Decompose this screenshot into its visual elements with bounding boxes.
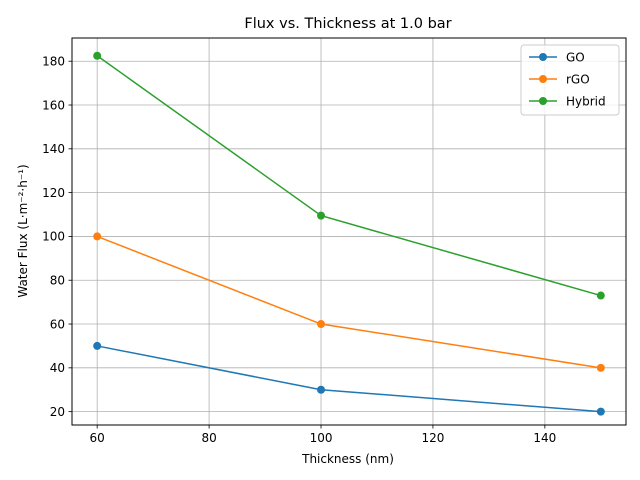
data-point-hybrid: [596, 291, 605, 300]
legend-box: [520, 44, 620, 116]
x-tick-label: 100: [310, 431, 333, 445]
y-axis-ticks: 20 40 60 80 100 120 140 160 180: [42, 55, 72, 419]
x-tick-label: 80: [201, 431, 216, 445]
chart-title: Flux vs. Thickness at 1.0 bar: [244, 16, 451, 32]
x-tick-label: 120: [421, 431, 444, 445]
x-axis-label: Thickness (nm): [301, 452, 394, 466]
legend-label: GO: [566, 50, 585, 64]
series-layer: [93, 51, 605, 416]
y-tick-label: 80: [50, 274, 65, 288]
series-hybrid: [93, 51, 605, 300]
legend-swatch-marker: [539, 97, 547, 105]
legend: GO rGO Hybrid: [520, 44, 620, 116]
y-tick-label: 40: [50, 361, 65, 375]
y-axis-label: Water Flux (L·m⁻²·h⁻¹): [16, 164, 30, 297]
x-tick-label: 60: [90, 431, 105, 445]
x-axis-ticks: 60 80 100 120 140: [90, 425, 556, 445]
y-tick-label: 140: [42, 142, 65, 156]
data-point-go: [317, 385, 326, 394]
y-tick-label: 20: [50, 405, 65, 419]
y-tick-label: 60: [50, 317, 65, 331]
data-point-rgo: [93, 232, 102, 241]
y-tick-label: 180: [42, 55, 65, 69]
legend-swatch-marker: [539, 53, 547, 61]
data-point-go: [93, 341, 102, 350]
legend-item-rgo: rGO: [529, 72, 590, 86]
x-tick-label: 140: [533, 431, 556, 445]
data-point-rgo: [317, 320, 326, 329]
y-tick-label: 160: [42, 98, 65, 112]
legend-item-go: GO: [529, 50, 585, 64]
legend-swatch-marker: [539, 75, 547, 83]
data-point-hybrid: [317, 211, 326, 220]
legend-item-hybrid: Hybrid: [529, 94, 606, 108]
legend-label: rGO: [566, 72, 590, 86]
y-tick-label: 100: [42, 230, 65, 244]
y-tick-label: 120: [42, 186, 65, 200]
series-go: [93, 341, 605, 416]
series-rgo: [93, 232, 605, 372]
legend-label: Hybrid: [566, 94, 606, 108]
data-point-rgo: [596, 363, 605, 372]
data-point-hybrid: [93, 51, 102, 60]
grid: [72, 38, 626, 425]
plot-frame: [71, 37, 627, 426]
data-point-go: [596, 407, 605, 416]
